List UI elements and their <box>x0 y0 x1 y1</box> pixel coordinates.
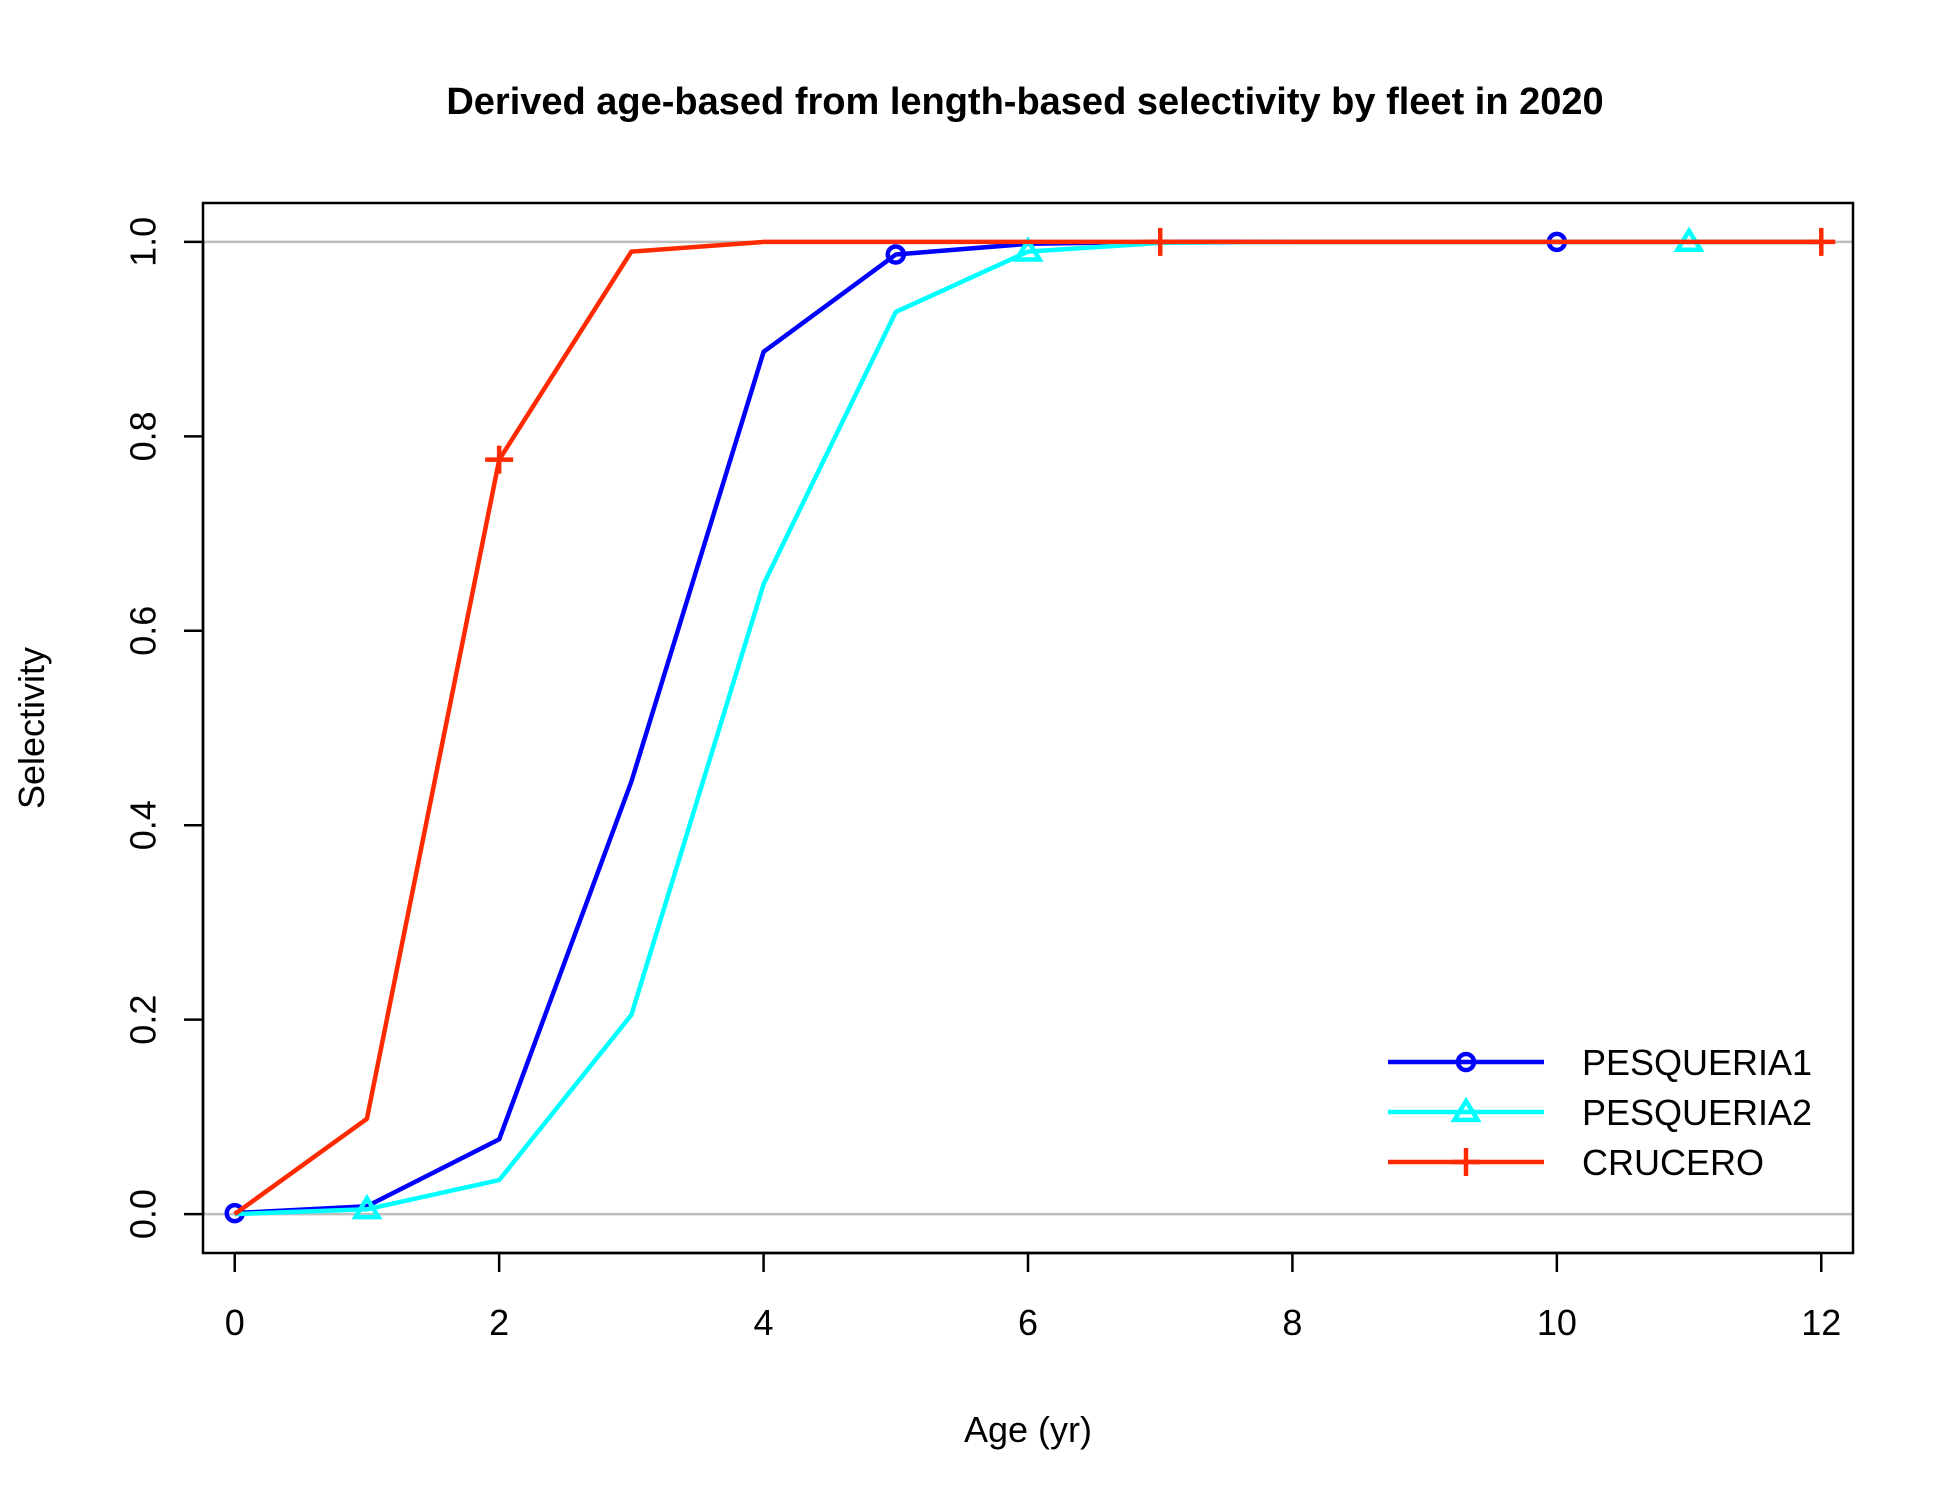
legend-item-pesqueria1: PESQUERIA1 <box>1388 1042 1812 1083</box>
legend-label: PESQUERIA1 <box>1582 1042 1812 1083</box>
y-axis: 0.0 0.2 0.4 0.6 0.8 1.0 <box>123 217 205 1239</box>
x-tick-label: 12 <box>1801 1302 1841 1343</box>
data-point-circle <box>885 244 907 265</box>
data-point-plus <box>1807 227 1836 256</box>
x-tick-label: 2 <box>489 1302 509 1343</box>
x-tick-label: 4 <box>754 1302 774 1343</box>
chart-title: Derived age-based from length-based sele… <box>446 81 1603 123</box>
legend: PESQUERIA1 PESQUERIA2 CRUCERO <box>1388 1042 1812 1183</box>
legend-marker-circle <box>1455 1051 1477 1073</box>
plot-frame <box>201 201 1855 1255</box>
legend-marker-plus <box>1452 1148 1480 1176</box>
data-point-plus <box>485 445 514 474</box>
y-axis-label: Selectivity <box>11 647 52 809</box>
x-axis: 0 2 4 6 8 10 12 <box>225 1251 1841 1343</box>
y-tick-label: 0.8 <box>123 411 164 461</box>
legend-label: CRUCERO <box>1582 1142 1764 1183</box>
x-tick-label: 6 <box>1018 1302 1038 1343</box>
x-tick-label: 0 <box>225 1302 245 1343</box>
data-point-triangle <box>1012 236 1044 262</box>
data-point-triangle <box>351 1193 383 1220</box>
series-crucero <box>233 227 1836 1216</box>
y-tick-label: 0.2 <box>123 995 164 1045</box>
legend-marker-triangle <box>1450 1096 1482 1123</box>
y-tick-label: 1.0 <box>123 217 164 267</box>
legend-label: PESQUERIA2 <box>1582 1092 1812 1133</box>
legend-item-pesqueria2: PESQUERIA2 <box>1388 1092 1812 1133</box>
x-tick-label: 8 <box>1282 1302 1302 1343</box>
legend-item-crucero: CRUCERO <box>1388 1142 1764 1183</box>
y-tick-label: 0.0 <box>123 1189 164 1239</box>
x-axis-label: Age (yr) <box>964 1409 1092 1450</box>
y-tick-label: 0.6 <box>123 606 164 656</box>
data-point-plus <box>1146 227 1175 256</box>
series-layer <box>224 226 1836 1224</box>
x-tick-label: 10 <box>1537 1302 1577 1343</box>
y-tick-label: 0.4 <box>123 800 164 850</box>
